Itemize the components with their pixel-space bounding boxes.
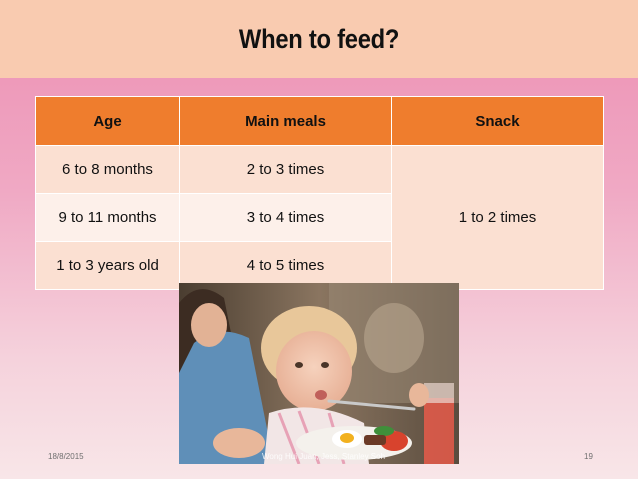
age-cell: 6 to 8 months	[35, 145, 180, 194]
footer-date: 18/8/2015	[48, 452, 84, 461]
table-row: 6 to 8 months 2 to 3 times 1 to 2 times	[35, 145, 604, 290]
meals-cell: 4 to 5 times	[179, 241, 392, 290]
table-row: 1 to 3 years old 4 to 5 times	[35, 241, 604, 290]
header-main-meals: Main meals	[179, 96, 392, 146]
meals-cell: 2 to 3 times	[179, 145, 392, 194]
meals-cell: 3 to 4 times	[179, 193, 392, 242]
footer-author: Wong Hui Juan, Jess, Stanley Soh	[262, 452, 386, 461]
age-cell: 9 to 11 months	[35, 193, 180, 242]
photo-child-eating	[179, 283, 459, 464]
age-cell: 1 to 3 years old	[35, 241, 180, 290]
photo-illustration	[179, 283, 459, 464]
title-bar: When to feed?	[0, 0, 638, 78]
slide-title: When to feed?	[238, 23, 400, 54]
snack-cell: 1 to 2 times	[391, 145, 604, 290]
table-row: 9 to 11 months 3 to 4 times	[35, 193, 604, 242]
footer-page-number: 19	[584, 452, 593, 461]
feeding-table: Age Main meals Snack 6 to 8 months 2 to …	[35, 96, 604, 290]
header-snack: Snack	[391, 96, 604, 146]
header-age: Age	[35, 96, 180, 146]
table-header-row: Age Main meals Snack	[35, 96, 604, 146]
